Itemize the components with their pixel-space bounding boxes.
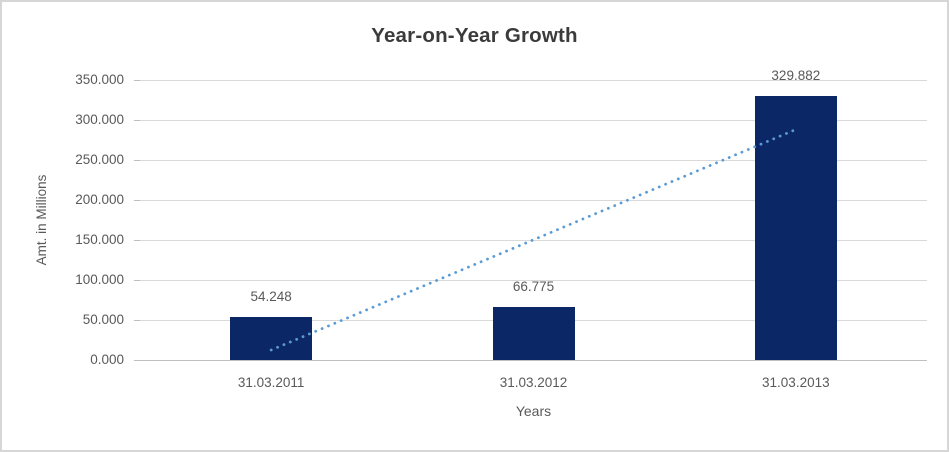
bar-value-label: 54.248 (250, 288, 292, 304)
y-tick-mark (134, 199, 140, 201)
y-tick-label: 0.000 (90, 352, 124, 367)
bar-value-label: 329.882 (771, 68, 821, 84)
x-tick-label: 31.03.2011 (237, 375, 305, 390)
bar-value-label: 66.775 (512, 278, 555, 294)
y-tick-mark (134, 79, 140, 81)
chart-title: Year-on-Year Growth (371, 24, 578, 47)
y-tick-label: 100.000 (75, 272, 124, 287)
gridline (140, 79, 927, 81)
bar (230, 316, 313, 360)
y-tick-label: 200.000 (75, 192, 124, 207)
bar (754, 96, 837, 360)
x-tick-label: 31.03.2012 (499, 375, 568, 390)
y-tick-mark (134, 319, 140, 321)
x-tick-label: 31.03.2013 (762, 375, 830, 390)
y-tick-mark (134, 239, 140, 241)
y-tick-label: 250.000 (75, 152, 124, 167)
y-tick-mark (134, 119, 140, 121)
y-tick-mark (134, 279, 140, 281)
x-axis-line (134, 359, 927, 361)
y-tick-label: 350.000 (75, 72, 124, 87)
y-tick-label: 50.000 (82, 312, 124, 327)
y-tick-mark (134, 159, 140, 161)
x-axis-title: Years (515, 403, 552, 419)
gridline (140, 119, 927, 121)
bar (492, 306, 575, 360)
y-tick-label: 300.000 (75, 112, 124, 127)
y-tick-label: 150.000 (75, 232, 124, 247)
